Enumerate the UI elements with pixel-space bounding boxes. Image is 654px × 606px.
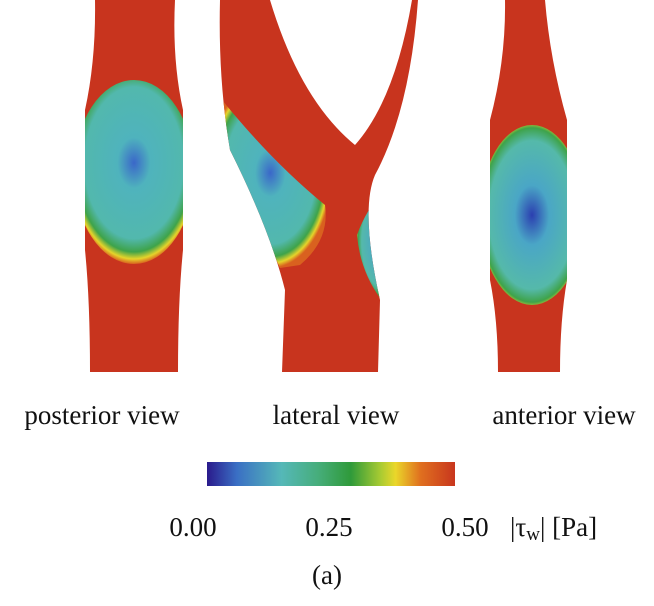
caption: (a) (312, 560, 342, 590)
figure: posterior view lateral view anterior vie… (0, 0, 654, 606)
vessel-lateral (215, 0, 418, 372)
label-subscript: w (526, 524, 540, 545)
colorbar (207, 462, 455, 486)
page: posterior view lateral view anterior vie… (0, 0, 654, 606)
colorbar-label: |τw| [Pa] (510, 512, 597, 545)
label-open: |τ (510, 512, 526, 542)
label-close: | [Pa] (540, 512, 597, 542)
colorbar-tick-label: 0.50 (441, 512, 488, 542)
colorbar-tick-label: 0.00 (169, 512, 216, 542)
colorbar-tick-label: 0.25 (305, 512, 352, 542)
vessel-posterior (74, 0, 194, 372)
vessel-anterior (480, 0, 584, 372)
view-label: posterior view (24, 400, 180, 430)
view-label: lateral view (273, 400, 400, 430)
view-label: anterior view (492, 400, 636, 430)
